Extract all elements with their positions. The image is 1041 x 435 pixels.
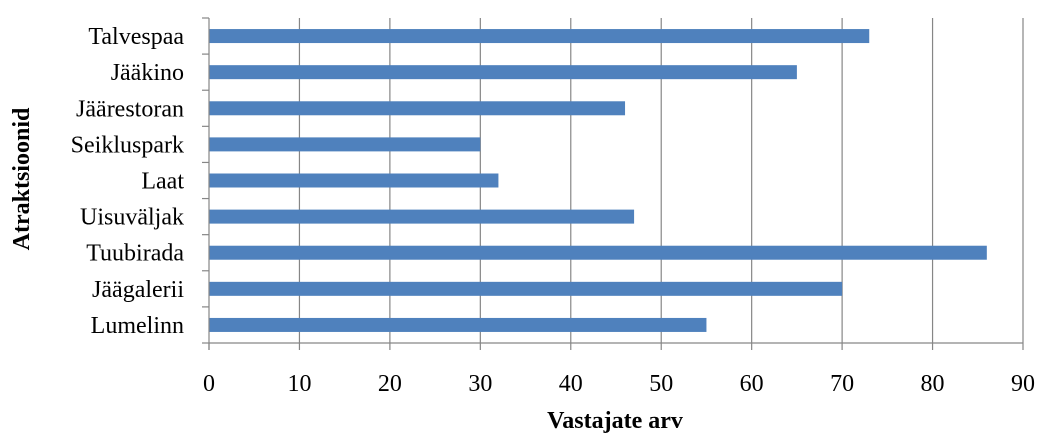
category-label-talvespaa: Talvespaa: [88, 24, 184, 50]
category-label-tuubirada: Tuubirada: [86, 241, 184, 267]
bar-jääkino: [209, 65, 797, 80]
x-axis-title: Vastajate arv: [547, 408, 683, 434]
bar-seikluspark: [209, 137, 481, 152]
labels: 0 10 20 30 40 50 60 70 80 90 Talvespaa Jääkino Jääre…: [71, 24, 1035, 397]
x-tick-label-60: 60: [740, 371, 764, 397]
bar-laat: [209, 173, 499, 188]
bar-uisuväljak: [209, 209, 635, 224]
category-label-laat: Laat: [141, 169, 184, 195]
x-tick-label-80: 80: [921, 371, 945, 397]
category-label-jääkino: Jääkino: [111, 60, 184, 86]
category-label-jäägalerii: Jäägalerii: [92, 277, 184, 303]
category-label-uisuväljak: Uisuväljak: [80, 205, 184, 231]
bar-jäägalerii: [209, 281, 843, 296]
x-tick-label-10: 10: [287, 371, 311, 397]
category-label-lumelinn: Lumelinn: [91, 313, 184, 339]
bars: [209, 29, 987, 332]
bar-jäärestoran: [209, 101, 626, 116]
x-tick-label-70: 70: [830, 371, 854, 397]
category-label-seikluspark: Seikluspark: [71, 132, 184, 158]
axes: [202, 17, 1024, 350]
y-axis-title: Atraktsioonid: [9, 107, 35, 250]
bar-talvespaa: [209, 29, 870, 44]
x-tick-label-0: 0: [203, 371, 215, 397]
bar-lumelinn: [209, 317, 707, 332]
x-tick-label-30: 30: [468, 371, 492, 397]
x-tick-label-40: 40: [559, 371, 583, 397]
x-tick-label-90: 90: [1011, 371, 1035, 397]
x-tick-label-20: 20: [378, 371, 402, 397]
x-tick-label-50: 50: [649, 371, 673, 397]
bar-tuubirada: [209, 245, 987, 260]
category-label-jäärestoran: Jäärestoran: [76, 96, 184, 122]
